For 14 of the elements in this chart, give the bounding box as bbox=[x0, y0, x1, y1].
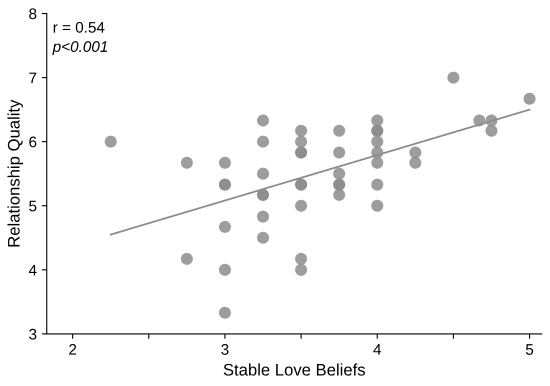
annotation: r = 0.54 bbox=[54, 22, 104, 33]
x-tick-label: 3 bbox=[221, 344, 229, 355]
x-tick-label: 4 bbox=[373, 344, 382, 355]
y-tick-label: 4 bbox=[28, 264, 37, 276]
y-tick-label: 6 bbox=[29, 136, 36, 148]
x-axis-title: Stable Love Beliefs bbox=[224, 363, 365, 376]
y-tick-label: 3 bbox=[29, 328, 36, 340]
annotation: p<0.001 bbox=[52, 41, 108, 55]
x-tick-label: 2 bbox=[69, 344, 76, 355]
y-tick-label: 8 bbox=[29, 8, 36, 20]
y-tick-label: 7 bbox=[29, 72, 36, 84]
y-axis-title: Relationship Quality bbox=[7, 100, 23, 246]
x-tick-label: 5 bbox=[526, 344, 534, 355]
y-tick-label: 5 bbox=[29, 200, 36, 212]
